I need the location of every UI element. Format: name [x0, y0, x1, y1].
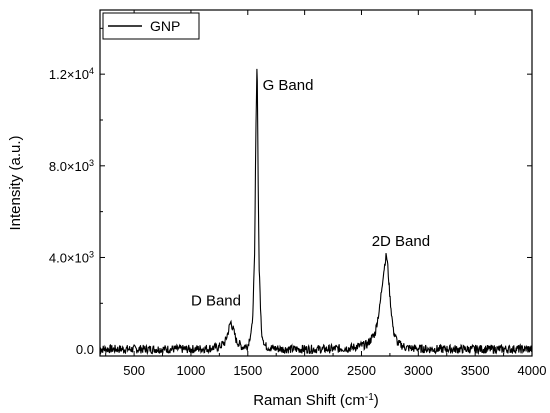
annotation-d-band: D Band: [191, 293, 241, 310]
y-tick-label: 1.2×104: [49, 66, 94, 82]
x-tick-label: 500: [123, 363, 145, 378]
x-tick-label: 3000: [404, 363, 433, 378]
x-tick-label: 1000: [176, 363, 205, 378]
legend-label-gnp: GNP: [150, 18, 180, 34]
plot-area-frame: [99, 9, 533, 357]
annotation-g-band: G Band: [263, 77, 314, 94]
x-tick-label: 3500: [461, 363, 490, 378]
x-tick-label: 1500: [233, 363, 262, 378]
x-axis: 500 1000 1500 2000 2500 3000 3500 4000: [105, 10, 547, 378]
x-tick-label: 2000: [290, 363, 319, 378]
legend-box: [102, 12, 200, 40]
series-line-gnp: [99, 68, 533, 356]
y-axis: 0.0 4.0×103 8.0×103 1.2×104: [49, 27, 532, 357]
y-tick-label: 0.0: [76, 342, 94, 357]
annotation-2d-band: 2D Band: [372, 233, 430, 250]
legend: GNP: [102, 12, 200, 40]
y-tick-label: 4.0×103: [49, 249, 94, 265]
x-axis-title: Raman Shift (cm-1): [253, 392, 379, 410]
y-tick-label: 8.0×103: [49, 158, 94, 174]
y-axis-title: Intensity (a.u.): [7, 135, 24, 230]
x-tick-label: 2500: [347, 363, 376, 378]
x-tick-label: 4000: [518, 363, 547, 378]
peak-annotations: G Band 2D Band D Band: [191, 77, 430, 309]
